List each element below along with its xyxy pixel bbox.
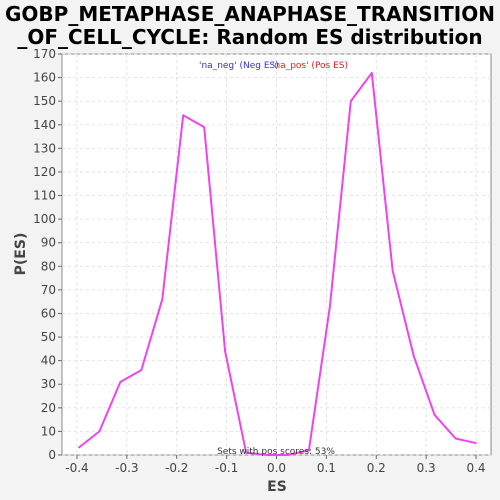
y-tick-label: 60 bbox=[41, 306, 56, 320]
y-axis-ticks: 0 10 20 30 40 50 60 70 80 90 100 110 120 130 140 150 160… bbox=[33, 47, 62, 462]
y-tick-label: 110 bbox=[33, 189, 56, 203]
y-tick-label: 70 bbox=[41, 283, 56, 297]
x-tick-label: 0.1 bbox=[317, 461, 336, 475]
y-tick-label: 50 bbox=[41, 330, 56, 344]
x-axis-label: ES bbox=[267, 479, 287, 495]
x-tick-label: -0.1 bbox=[215, 461, 238, 475]
y-tick-label: 0 bbox=[48, 448, 56, 462]
grid-lines bbox=[62, 53, 491, 456]
y-tick-label: 40 bbox=[41, 354, 56, 368]
chart-title-line2: _OF_CELL_CYCLE: Random ES distribution bbox=[17, 25, 482, 49]
chart-title-line1: GOBP_METAPHASE_ANAPHASE_TRANSITION bbox=[5, 2, 495, 26]
y-tick-label: 80 bbox=[41, 259, 56, 273]
x-tick-label: 0.2 bbox=[367, 461, 386, 475]
x-tick-label: -0.4 bbox=[65, 461, 88, 475]
y-tick-label: 120 bbox=[33, 165, 56, 179]
x-tick-label: 0.0 bbox=[267, 461, 286, 475]
y-tick-label: 100 bbox=[33, 212, 56, 226]
legend-pos: 'na_pos' (Pos ES) bbox=[272, 61, 348, 71]
series-group bbox=[77, 71, 477, 456]
y-tick-label: 130 bbox=[33, 141, 56, 155]
x-tick-label: 0.3 bbox=[417, 461, 436, 475]
x-tick-label: -0.2 bbox=[165, 461, 188, 475]
y-axis-label: P(ES) bbox=[13, 233, 29, 276]
y-tick-label: 20 bbox=[41, 401, 56, 415]
y-tick-label: 10 bbox=[41, 424, 56, 438]
y-tick-label: 140 bbox=[33, 118, 56, 132]
y-tick-label: 30 bbox=[41, 377, 56, 391]
x-tick-label: 0.4 bbox=[466, 461, 485, 475]
y-tick-label: 90 bbox=[41, 236, 56, 250]
y-tick-label: 150 bbox=[33, 94, 56, 108]
legend-neg: 'na_neg' (Neg ES) bbox=[199, 61, 279, 71]
y-tick-label: 170 bbox=[33, 47, 56, 61]
series-line bbox=[77, 71, 477, 456]
pos-score-annotation: Sets with pos scores: 53% bbox=[217, 447, 335, 457]
y-tick-label: 160 bbox=[33, 71, 56, 85]
x-axis-ticks: -0.4 -0.3 -0.2 -0.1 0.0 0.1 0.2 0.3 0.4 bbox=[65, 455, 486, 475]
x-tick-label: -0.3 bbox=[115, 461, 138, 475]
